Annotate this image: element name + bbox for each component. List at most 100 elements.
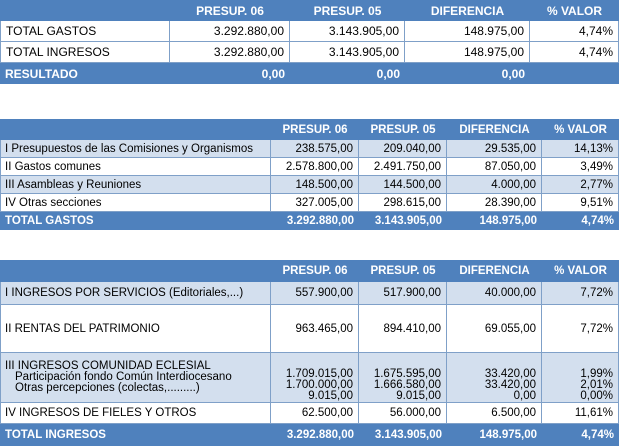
ingresos-row-label: II RENTAS DEL PATRIMONIO — [0, 305, 271, 353]
ingresos-row: II RENTAS DEL PATRIMONIO 963.465,00 894.… — [0, 305, 619, 353]
ingresos-header-dif: DIFERENCIA — [459, 265, 530, 277]
gastos-row-dif: 87.050,00 — [447, 158, 542, 176]
ingresos-total-dif: 148.975,00 — [479, 429, 537, 441]
ingresos-subrow-label: Otras percepciones (colectas,.........) — [15, 382, 200, 394]
gastos-row-pct: 3,49% — [542, 158, 619, 176]
summary-row-pct: 4,74% — [530, 21, 619, 42]
gastos-row-p05: 298.615,00 — [359, 194, 447, 212]
ingresos-total-row: TOTAL INGRESOS 3.292.880,00 3.143.905,00… — [0, 424, 619, 446]
ingresos-header-p05: PRESUP. 05 — [370, 265, 436, 277]
ingresos-subrow-p05: 9.015,00 — [396, 390, 441, 402]
gastos-total-row: TOTAL GASTOS 3.292.880,00 3.143.905,00 1… — [0, 212, 619, 230]
ingresos-row-pct: 7,72% — [542, 305, 619, 353]
gastos-row-p05: 2.491.750,00 — [359, 158, 447, 176]
ingresos-subrow-label: Participación fondo Común Interdiocesano — [15, 371, 232, 383]
ingresos-subrow-p06: 1.700.000,00 — [285, 379, 353, 391]
ingresos-subrow-pct: 2,01% — [580, 379, 613, 391]
ingresos-p05-group: 1.675.595,00 1.666.580,00 9.015,00 — [359, 353, 447, 403]
ingresos-row: I INGRESOS POR SERVICIOS (Editoriales,..… — [0, 282, 619, 305]
summary-row-pct: 4,74% — [530, 42, 619, 63]
ingresos-dif-group: 33.420,00 33.420,00 0,00 — [447, 353, 542, 403]
ingresos-subrow-dif: 33.420,00 — [484, 379, 536, 391]
ingresos-row-p05: 517.900,00 — [359, 282, 447, 305]
summary-row-label: TOTAL GASTOS — [0, 21, 170, 42]
ingresos-row-dif: 40.000,00 — [447, 282, 542, 305]
summary-header-dif: DIFERENCIA — [430, 3, 505, 18]
ingresos-header-p06: PRESUP. 06 — [282, 265, 348, 277]
summary-total-label: RESULTADO — [5, 66, 78, 81]
summary-row-p06: 3.292.880,00 — [170, 42, 290, 63]
gastos-row-label: I Presupuestos de las Comisiones y Organ… — [0, 140, 271, 158]
summary-row-p05: 3.143.905,00 — [290, 21, 405, 42]
ingresos-row-label-group: III INGRESOS COMUNIDAD ECLESIAL Particip… — [0, 353, 271, 403]
ingresos-row-label: IV INGRESOS DE FIELES Y OTROS — [0, 403, 271, 424]
ingresos-row-p05: 1.675.595,00 — [373, 368, 441, 380]
gastos-header-dif: DIFERENCIA — [459, 123, 530, 136]
gastos-header-p06: PRESUP. 06 — [282, 123, 348, 136]
summary-total-p06: 0,00 — [261, 66, 285, 81]
ingresos-subrow-p05: 1.666.580,00 — [373, 379, 441, 391]
summary-row-dif: 148.975,00 — [405, 21, 530, 42]
ingresos-subrow-pct: 0,00% — [580, 390, 613, 402]
ingresos-row: IV INGRESOS DE FIELES Y OTROS 62.500,00 … — [0, 403, 619, 424]
gastos-row-p06: 148.500,00 — [271, 176, 359, 194]
summary-row-ingresos: TOTAL INGRESOS 3.292.880,00 3.143.905,00… — [0, 42, 619, 63]
ingresos-total-p06: 3.292.880,00 — [286, 429, 354, 441]
gastos-row-p05: 144.500,00 — [359, 176, 447, 194]
ingresos-row-dif: 69.055,00 — [447, 305, 542, 353]
gastos-row-label: II Gastos comunes — [0, 158, 271, 176]
gastos-header-row: PRESUP. 06 PRESUP. 05 DIFERENCIA % VALOR — [0, 119, 619, 140]
gastos-header-pct: % VALOR — [554, 123, 607, 136]
ingresos-row-p05: 56.000,00 — [359, 403, 447, 424]
gastos-header-p05: PRESUP. 05 — [370, 123, 436, 136]
summary-total-row: RESULTADO 0,00 0,00 0,00 — [0, 63, 619, 84]
ingresos-subrow-dif: 0,00 — [513, 390, 536, 402]
summary-header-row: PRESUP. 06 PRESUP. 05 DIFERENCIA % VALOR — [0, 0, 619, 21]
ingresos-row-p05: 894.410,00 — [359, 305, 447, 353]
ingresos-p06-group: 1.709.015,00 1.700.000,00 9.015,00 — [271, 353, 359, 403]
gastos-row-dif: 28.390,00 — [447, 194, 542, 212]
summary-row-label: TOTAL INGRESOS — [0, 42, 170, 63]
ingresos-header-blank — [0, 260, 271, 282]
gastos-row: III Asambleas y Reuniones 148.500,00 144… — [0, 176, 619, 194]
gastos-row-label: IV Otras secciones — [0, 194, 271, 212]
gastos-row-p05: 209.040,00 — [359, 140, 447, 158]
ingresos-subrow-p06: 9.015,00 — [308, 390, 353, 402]
gastos-row-label: III Asambleas y Reuniones — [0, 176, 271, 194]
summary-row-p05: 3.143.905,00 — [290, 42, 405, 63]
ingresos-row-pct: 7,72% — [542, 282, 619, 305]
ingresos-total-label: TOTAL INGRESOS — [5, 429, 106, 441]
ingresos-row-p06: 62.500,00 — [271, 403, 359, 424]
ingresos-row-pct: 1,99% — [580, 368, 613, 380]
ingresos-total-pct: 4,74% — [581, 429, 614, 441]
summary-row-p06: 3.292.880,00 — [170, 21, 290, 42]
ingresos-row-label: I INGRESOS POR SERVICIOS (Editoriales,..… — [0, 282, 271, 305]
gastos-row-pct: 14,13% — [542, 140, 619, 158]
gastos-row-dif: 4.000,00 — [447, 176, 542, 194]
summary-total-dif: 0,00 — [501, 66, 525, 81]
ingresos-row-dif: 33.420,00 — [484, 368, 536, 380]
summary-total-p05: 0,00 — [376, 66, 400, 81]
gastos-total-p05: 3.143.905,00 — [374, 215, 442, 227]
gastos-row: II Gastos comunes 2.578.800,00 2.491.750… — [0, 158, 619, 176]
summary-header-p06: PRESUP. 06 — [196, 3, 264, 18]
summary-header-blank — [0, 0, 170, 21]
gastos-row-p06: 2.578.800,00 — [271, 158, 359, 176]
gastos-row-pct: 9,51% — [542, 194, 619, 212]
ingresos-total-p05: 3.143.905,00 — [374, 429, 442, 441]
ingresos-row-p06: 963.465,00 — [271, 305, 359, 353]
gastos-row-pct: 2,77% — [542, 176, 619, 194]
ingresos-row-comunidad: III INGRESOS COMUNIDAD ECLESIAL Particip… — [0, 353, 619, 403]
gastos-row-dif: 29.535,00 — [447, 140, 542, 158]
summary-row-dif: 148.975,00 — [405, 42, 530, 63]
gastos-row: I Presupuestos de las Comisiones y Organ… — [0, 140, 619, 158]
ingresos-header-pct: % VALOR — [554, 265, 607, 277]
gastos-total-p06: 3.292.880,00 — [286, 215, 354, 227]
gastos-total-dif: 148.975,00 — [479, 215, 537, 227]
ingresos-row-p06: 557.900,00 — [271, 282, 359, 305]
gastos-total-label: TOTAL GASTOS — [5, 215, 94, 227]
ingresos-row-pct: 11,61% — [542, 403, 619, 424]
summary-header-p05: PRESUP. 05 — [313, 3, 382, 18]
gastos-row-p06: 327.005,00 — [271, 194, 359, 212]
summary-header-pct: % VALOR — [546, 3, 603, 18]
